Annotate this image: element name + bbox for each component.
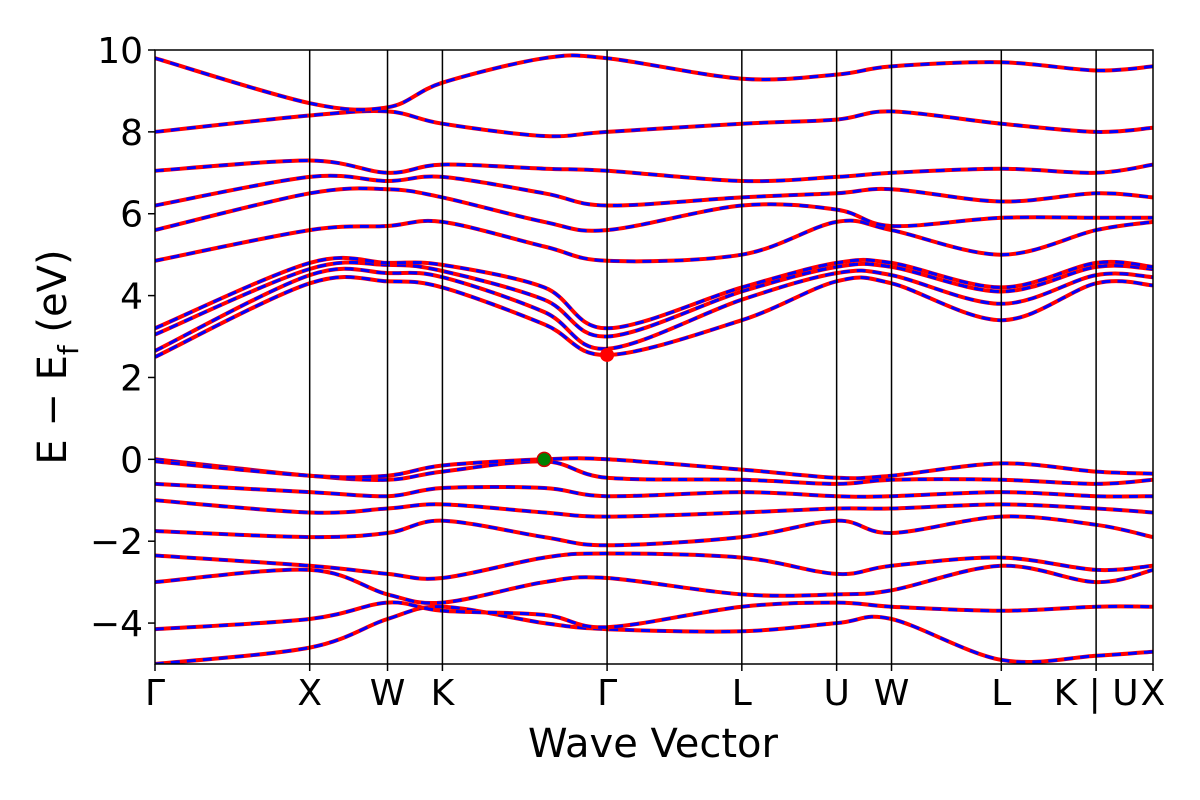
x-tick-label-4: Γ xyxy=(597,673,617,714)
band-line-spin-down-13 xyxy=(155,219,1153,263)
y-tick-label-7: 10 xyxy=(97,31,143,72)
band-line-spin-up-2 xyxy=(155,563,1153,606)
x-tick-label-10: X xyxy=(1141,673,1166,714)
band-line-spin-up-1 xyxy=(155,600,1153,632)
band-line-spin-down-0 xyxy=(155,605,1153,664)
x-tick-label-7: W xyxy=(874,673,910,714)
band-line-spin-down-10 xyxy=(155,267,1153,353)
band-line-spin-up-4 xyxy=(155,514,1153,548)
x-tick-label-6: U xyxy=(823,673,849,714)
y-tick-label-6: 8 xyxy=(120,113,143,154)
band-line-spin-down-11 xyxy=(155,260,1153,339)
band-line-spin-down-2 xyxy=(155,564,1153,605)
y-tick-label-4: 4 xyxy=(120,277,143,318)
x-tick-label-0: Γ xyxy=(145,673,165,714)
plot-frame xyxy=(154,49,1154,665)
band-line-spin-down-17 xyxy=(155,109,1153,138)
y-axis-label-unit: (eV) xyxy=(30,249,76,345)
band-line-spin-down-1 xyxy=(155,600,1153,631)
x-tick-label-9: K | U xyxy=(1054,673,1139,714)
band-line-spin-up-5 xyxy=(155,498,1153,519)
y-axis-ticks: −4 −2 0 2 4 6 8 10 xyxy=(90,31,155,645)
band-line-spin-down-5 xyxy=(155,498,1153,519)
x-tick-label-3: K xyxy=(431,673,456,714)
band-line-spin-up-0 xyxy=(155,604,1153,664)
y-tick-label-2: 0 xyxy=(120,440,143,481)
band-line-spin-up-10 xyxy=(155,266,1153,353)
band-line-spin-down-4 xyxy=(155,514,1153,547)
y-tick-label-3: 2 xyxy=(120,358,143,399)
high-symmetry-lines xyxy=(308,50,1097,664)
y-axis-label: E − Ef (eV) xyxy=(30,249,85,464)
y-axis-label-subscript: f xyxy=(52,344,85,355)
x-axis-label: Wave Vector xyxy=(528,721,779,767)
y-tick-label-1: −2 xyxy=(90,522,143,563)
y-axis-label-main: E − E xyxy=(30,355,76,465)
cbm-marker xyxy=(600,347,615,362)
x-tick-label-8: L xyxy=(991,673,1011,714)
band-line-spin-up-14 xyxy=(155,186,1153,233)
x-tick-label-2: W xyxy=(370,673,406,714)
band-line-spin-down-8 xyxy=(155,456,1153,480)
x-tick-label-5: L xyxy=(732,673,752,714)
band-edge-markers xyxy=(536,347,615,468)
x-tick-label-1: X xyxy=(297,673,322,714)
vbm-marker xyxy=(536,451,552,468)
band-line-spin-down-14 xyxy=(155,186,1153,233)
y-tick-label-5: 6 xyxy=(120,195,143,236)
band-line-spin-down-15 xyxy=(155,174,1153,208)
y-tick-label-0: −4 xyxy=(90,604,143,645)
bands-layer xyxy=(155,53,1153,664)
